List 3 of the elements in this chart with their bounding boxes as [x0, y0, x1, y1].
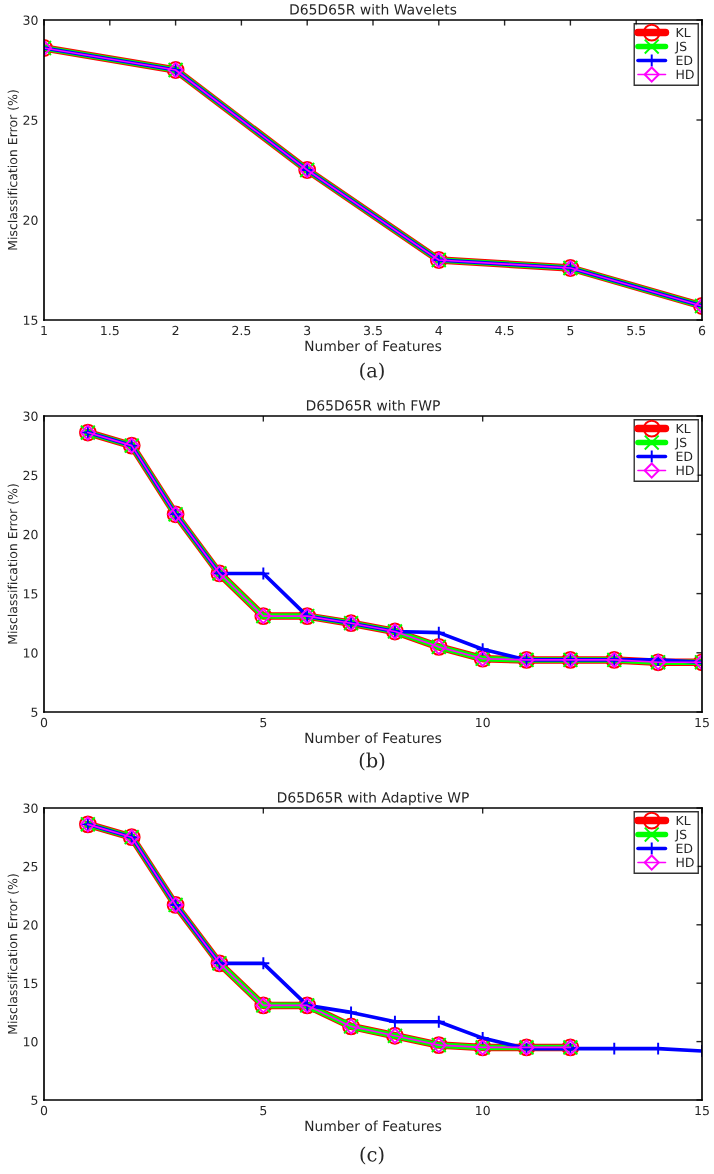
text: (c)	[360, 1146, 384, 1165]
text: (b)	[359, 752, 385, 771]
text: (a)	[360, 362, 384, 381]
